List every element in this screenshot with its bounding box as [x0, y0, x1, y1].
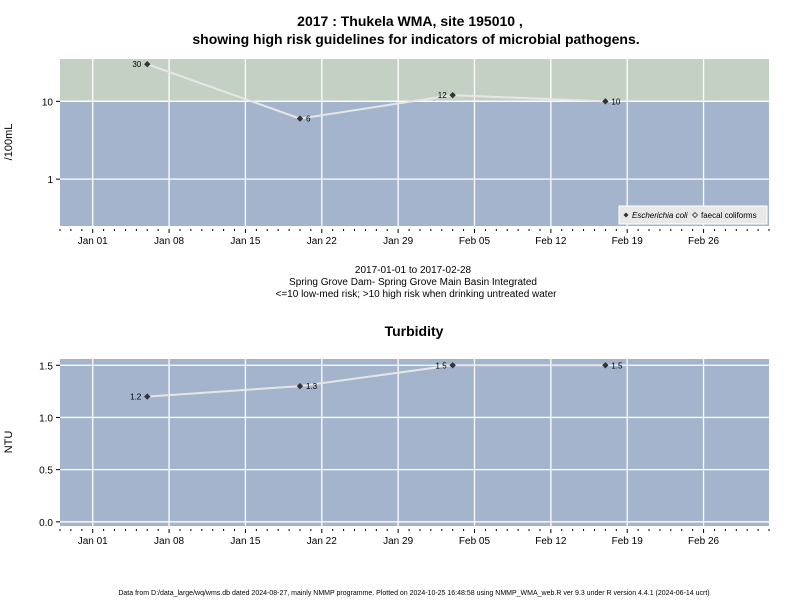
x-tick-label: Jan 29: [383, 536, 413, 547]
data-label: 1.2: [130, 393, 142, 402]
turbidity-y-axis-label: NTU: [3, 431, 15, 454]
data-point: [449, 362, 456, 369]
series-line: [146, 63, 606, 120]
data-label: 6: [306, 115, 311, 124]
plot-background: [60, 359, 769, 526]
legend-label-ecoli: Escherichia coli: [632, 211, 688, 220]
data-point: [296, 382, 304, 390]
data-label: 1.3: [306, 382, 318, 391]
data-point: [602, 362, 609, 369]
x-tick-label: Jan 29: [383, 236, 413, 247]
x-tick-label: Feb 12: [535, 236, 567, 247]
x-tick-label: Jan 01: [78, 536, 108, 547]
x-tick-label: Feb 26: [688, 236, 720, 247]
caption-line-risk: <=10 low-med risk; >10 high risk when dr…: [276, 289, 558, 300]
x-tick-label: Jan 15: [230, 536, 260, 547]
legend-marker-faecal: [691, 211, 699, 219]
data-point: [144, 61, 151, 68]
legend-marker-ecoli: [623, 212, 629, 218]
microbial-panel: Jan 01 Jan 08 Jan 15 Jan 22 Jan 29 Feb 05 Feb …: [42, 59, 770, 247]
y-tick-label: 10: [42, 97, 54, 108]
x-tick-label: Feb 19: [612, 236, 644, 247]
microbial-y-axis-label: /100mL: [3, 124, 15, 161]
high-risk-band: [60, 59, 769, 102]
y-tick-label: 1.0: [39, 413, 53, 424]
data-point: [449, 91, 456, 99]
data-point: [144, 393, 151, 400]
turbidity-title: Turbidity: [385, 323, 444, 339]
chart-title-line1: 2017 : Thukela WMA, site 195010 ,: [297, 13, 523, 29]
y-tick-label: 1.5: [39, 361, 53, 372]
chart-title-line2: showing high risk guidelines for indicat…: [192, 31, 639, 47]
x-tick-label: Jan 22: [307, 536, 337, 547]
data-point: [296, 115, 304, 122]
data-label: 10: [611, 97, 620, 106]
x-tick-label: Feb 26: [688, 536, 720, 547]
data-label: 30: [132, 60, 141, 69]
x-tick-label: Jan 08: [154, 536, 184, 547]
x-tick-label: Jan 15: [230, 236, 260, 247]
y-tick-label: 1: [47, 175, 53, 186]
legend-label-faecal: faecal coliforms: [701, 211, 757, 220]
x-tick-label: Jan 01: [78, 236, 108, 247]
turbidity-panel: Jan 01 Jan 08 Jan 15 Jan 22 Jan 29 Feb 05 Feb …: [39, 359, 770, 547]
caption-line-date-range: 2017-01-01 to 2017-02-28: [355, 265, 472, 276]
data-label: 1.5: [611, 361, 623, 370]
data-label: 1.5: [436, 361, 448, 370]
x-tick-label: Feb 05: [459, 536, 491, 547]
caption-line-site: Spring Grove Dam- Spring Grove Main Basi…: [289, 277, 537, 288]
data-point: [602, 98, 609, 105]
series-line: [147, 364, 606, 398]
data-label: 12: [438, 91, 447, 100]
footer-note: Data from D:/data_large/wq/wms.db dated …: [118, 590, 709, 597]
x-tick-label: Jan 22: [307, 236, 337, 247]
x-tick-label: Feb 19: [612, 536, 644, 547]
x-tick-label: Feb 05: [459, 236, 491, 247]
y-tick-label: 0.5: [39, 466, 53, 477]
x-tick-label: Jan 08: [154, 236, 184, 247]
y-tick-label: 0.0: [39, 518, 53, 529]
x-tick-label: Feb 12: [535, 536, 567, 547]
